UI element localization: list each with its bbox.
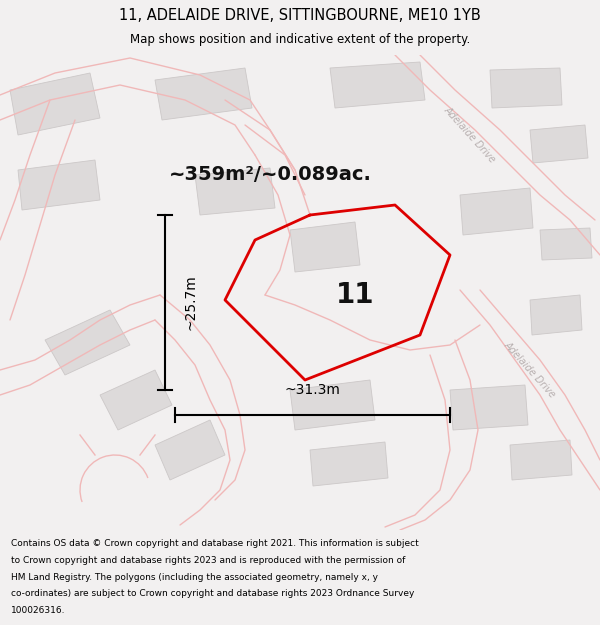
- Text: co-ordinates) are subject to Crown copyright and database rights 2023 Ordnance S: co-ordinates) are subject to Crown copyr…: [11, 589, 414, 598]
- Text: Adelaide Drive: Adelaide Drive: [502, 340, 558, 400]
- Text: 11: 11: [336, 281, 374, 309]
- Text: HM Land Registry. The polygons (including the associated geometry, namely x, y: HM Land Registry. The polygons (includin…: [11, 572, 378, 582]
- Polygon shape: [10, 73, 100, 135]
- Polygon shape: [460, 188, 533, 235]
- Polygon shape: [100, 370, 172, 430]
- Polygon shape: [510, 440, 572, 480]
- Polygon shape: [45, 310, 130, 375]
- Polygon shape: [155, 420, 225, 480]
- Polygon shape: [195, 168, 275, 215]
- Text: Contains OS data © Crown copyright and database right 2021. This information is : Contains OS data © Crown copyright and d…: [11, 539, 419, 549]
- Polygon shape: [290, 380, 375, 430]
- Text: 11, ADELAIDE DRIVE, SITTINGBOURNE, ME10 1YB: 11, ADELAIDE DRIVE, SITTINGBOURNE, ME10 …: [119, 8, 481, 23]
- Polygon shape: [450, 385, 528, 430]
- Polygon shape: [290, 222, 360, 272]
- Polygon shape: [530, 295, 582, 335]
- Text: Map shows position and indicative extent of the property.: Map shows position and indicative extent…: [130, 33, 470, 46]
- Polygon shape: [310, 442, 388, 486]
- Text: ~359m²/~0.089ac.: ~359m²/~0.089ac.: [169, 166, 371, 184]
- Text: Adelaide Drive: Adelaide Drive: [442, 105, 498, 165]
- Polygon shape: [530, 125, 588, 163]
- Polygon shape: [330, 62, 425, 108]
- Polygon shape: [155, 68, 252, 120]
- Polygon shape: [540, 228, 592, 260]
- Polygon shape: [490, 68, 562, 108]
- Polygon shape: [18, 160, 100, 210]
- Text: ~31.3m: ~31.3m: [284, 383, 340, 397]
- Text: ~25.7m: ~25.7m: [183, 274, 197, 331]
- Text: 100026316.: 100026316.: [11, 606, 65, 615]
- Text: to Crown copyright and database rights 2023 and is reproduced with the permissio: to Crown copyright and database rights 2…: [11, 556, 405, 565]
